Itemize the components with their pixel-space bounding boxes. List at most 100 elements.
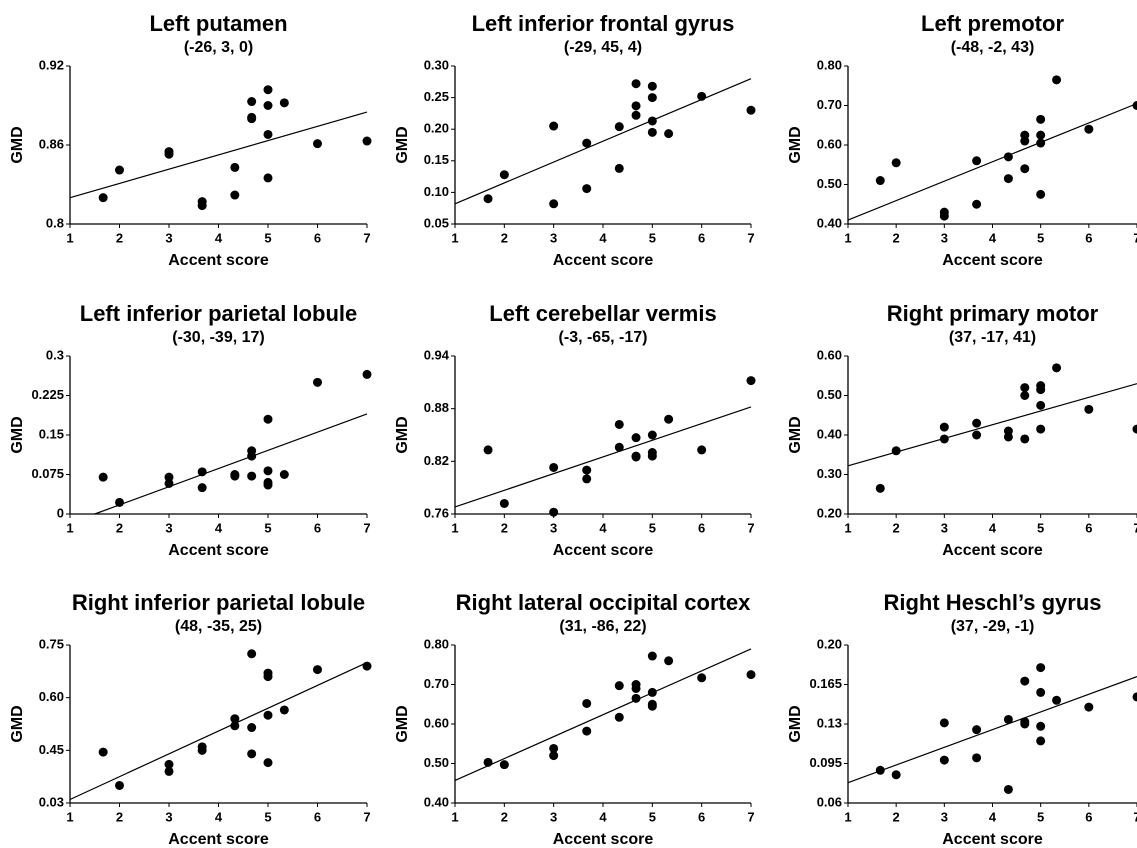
x-tick-label: 4 <box>599 809 607 824</box>
x-tick-label: 3 <box>941 809 948 824</box>
point <box>230 162 240 172</box>
point <box>1003 152 1013 162</box>
point <box>115 780 124 790</box>
point <box>1036 400 1046 410</box>
point <box>263 480 273 490</box>
point <box>499 760 509 770</box>
point <box>746 376 756 386</box>
point <box>697 445 707 455</box>
x-tick-label: 5 <box>264 809 271 824</box>
x-tick-label: 2 <box>893 520 900 535</box>
panel: Left premotor (-48, -2, 43) 0.40 0.50 0.60 0.… <box>787 11 1137 269</box>
point <box>647 651 657 661</box>
x-tick-label: 1 <box>66 230 73 245</box>
point <box>98 193 108 203</box>
y-tick-label: 0.60 <box>424 715 449 730</box>
x-axis-label: Accent score <box>168 252 269 269</box>
y-tick-label: 0.20 <box>817 505 842 520</box>
x-tick-label: 5 <box>264 520 271 535</box>
point <box>647 116 657 126</box>
point <box>263 173 273 183</box>
x-tick-label: 6 <box>314 230 321 245</box>
y-axis-label: GMD <box>787 705 804 742</box>
point <box>647 127 657 137</box>
x-tick-label: 2 <box>501 230 508 245</box>
point <box>647 451 657 461</box>
point <box>499 498 509 508</box>
y-tick-label: 0.80 <box>817 57 842 72</box>
x-tick-label: 6 <box>698 520 705 535</box>
point <box>98 747 108 757</box>
x-tick-label: 5 <box>264 230 271 245</box>
point <box>247 97 257 107</box>
point <box>972 430 982 440</box>
point <box>263 466 273 476</box>
point <box>582 726 592 736</box>
point <box>549 743 559 753</box>
y-tick-label: 0.45 <box>39 742 64 757</box>
point <box>939 718 949 728</box>
y-tick-label: 0.70 <box>817 97 842 112</box>
x-tick-label: 3 <box>550 520 557 535</box>
point <box>115 165 124 175</box>
point <box>1036 385 1046 395</box>
point <box>230 721 240 731</box>
point <box>697 91 707 101</box>
point <box>631 433 641 443</box>
fit-line <box>94 413 368 515</box>
x-axis-label: Accent score <box>553 252 654 269</box>
y-tick-label: 0.225 <box>31 387 64 402</box>
y-tick-label: 0.40 <box>817 426 842 441</box>
x-tick-label: 1 <box>844 809 851 824</box>
point <box>746 670 756 680</box>
x-axis-label: Accent score <box>942 542 1043 559</box>
fit-line <box>847 676 1137 784</box>
point <box>1036 721 1046 731</box>
point <box>631 110 641 120</box>
x-tick-label: 2 <box>893 809 900 824</box>
x-tick-label: 6 <box>698 230 705 245</box>
x-tick-label: 4 <box>599 230 607 245</box>
point <box>631 101 641 111</box>
point <box>614 122 624 132</box>
point <box>1084 124 1094 134</box>
point <box>746 105 756 115</box>
point <box>279 705 289 715</box>
point <box>972 156 982 166</box>
point <box>263 758 273 768</box>
y-axis-label: GMD <box>394 416 411 453</box>
y-tick-label: 0.05 <box>424 215 449 230</box>
x-tick-label: 7 <box>363 230 370 245</box>
y-tick-label: 0.8 <box>46 215 64 230</box>
point <box>1020 434 1030 444</box>
x-tick-label: 7 <box>747 809 754 824</box>
x-tick-label: 7 <box>1133 520 1137 535</box>
point <box>1052 75 1062 85</box>
point <box>631 452 641 462</box>
x-axis-label: Accent score <box>553 542 654 559</box>
point <box>499 170 509 180</box>
chart-title: Right lateral occipital cortex <box>456 590 751 615</box>
panel: Right primary motor (37, -17, 41) 0.20 0.30… <box>787 301 1137 559</box>
point <box>362 661 372 671</box>
point <box>972 199 982 209</box>
point <box>614 442 624 452</box>
point <box>647 430 657 440</box>
x-tick-label: 1 <box>844 520 851 535</box>
point <box>313 377 322 387</box>
point <box>1036 663 1046 673</box>
x-tick-label: 2 <box>116 230 123 245</box>
point <box>631 693 641 703</box>
x-tick-label: 5 <box>649 809 656 824</box>
x-tick-label: 7 <box>747 230 754 245</box>
x-tick-label: 6 <box>698 809 705 824</box>
point <box>875 483 885 493</box>
point <box>483 445 493 455</box>
chart-title: Left inferior parietal lobule <box>80 301 357 326</box>
y-tick-label: 0.70 <box>424 676 449 691</box>
point <box>1132 424 1137 434</box>
y-tick-label: 0.94 <box>424 347 450 362</box>
point <box>582 184 592 194</box>
y-tick-label: 0.86 <box>39 136 64 151</box>
